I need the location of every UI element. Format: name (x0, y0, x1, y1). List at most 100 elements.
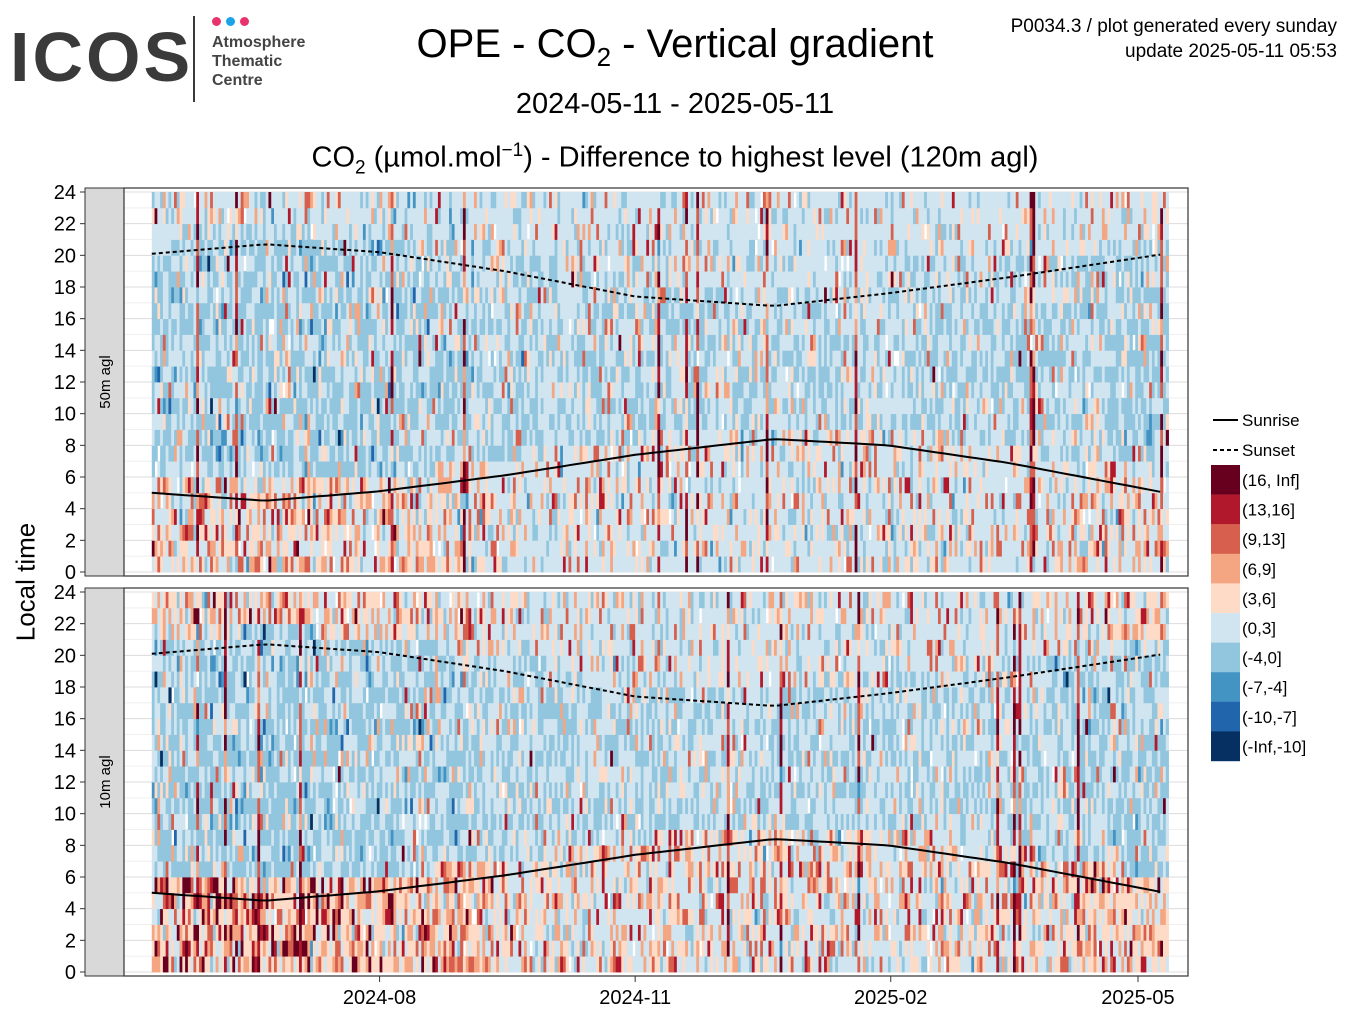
heatmap-cell (262, 287, 267, 304)
heatmap-cell (307, 382, 311, 399)
heatmap-cell (312, 302, 317, 320)
heatmap-cell (699, 334, 703, 351)
heatmap-cell (654, 239, 658, 256)
heatmap-cell (165, 287, 169, 304)
heatmap-cell (260, 350, 264, 367)
heatmap-cell (190, 287, 194, 304)
heatmap-cell (324, 413, 328, 430)
heatmap-cell (287, 271, 292, 288)
heatmap-cell (187, 492, 192, 510)
heatmap-cell (521, 207, 525, 225)
heatmap-cell (324, 397, 328, 415)
heatmap-cell (510, 445, 514, 462)
heatmap-cell (185, 477, 189, 494)
heatmap-cell (379, 382, 383, 399)
heatmap-cell (212, 477, 217, 494)
heatmap-cell (176, 302, 180, 320)
heatmap-cell (618, 429, 622, 446)
heatmap-cell (299, 508, 303, 525)
heatmap-cell (426, 350, 430, 367)
heatmap-cell (593, 223, 597, 240)
heatmap-cell (287, 413, 292, 430)
heatmap-cell (260, 461, 264, 478)
heatmap-cell (235, 192, 239, 209)
heatmap-cell (479, 508, 483, 525)
heatmap-cell (354, 223, 358, 240)
heatmap-cell (557, 207, 561, 225)
heatmap-cell (299, 492, 303, 510)
heatmap-cell (726, 556, 731, 573)
heatmap-cell (504, 413, 508, 430)
heatmap-cell (365, 334, 369, 351)
heatmap-cell (201, 192, 205, 209)
heatmap-cell (201, 524, 205, 541)
heatmap-cell (274, 492, 278, 510)
heatmap-cell (626, 540, 631, 557)
heatmap-cell (657, 382, 661, 399)
heatmap-cell (699, 255, 703, 272)
heatmap-cell (515, 382, 519, 399)
heatmap-cell (668, 477, 672, 494)
heatmap-cell (385, 318, 389, 335)
heatmap-cell (168, 255, 172, 272)
heatmap-cell (401, 461, 405, 478)
heatmap-cell (490, 397, 494, 415)
heatmap-cell (643, 192, 647, 209)
heatmap-cell (579, 192, 583, 209)
heatmap-cell (340, 508, 344, 525)
heatmap-cell (532, 492, 536, 510)
heatmap-cell (187, 397, 192, 415)
heatmap-cell (696, 524, 700, 541)
heatmap-cell (393, 413, 397, 430)
heatmap-cell (626, 461, 631, 478)
heatmap-cell (162, 413, 167, 430)
heatmap-cell (529, 302, 533, 320)
heatmap-cell (199, 334, 203, 351)
heatmap-cell (332, 302, 336, 320)
heatmap-cell (401, 429, 405, 446)
heatmap-cell (312, 223, 317, 240)
heatmap-cell (182, 318, 186, 335)
heatmap-cell (624, 255, 628, 272)
heatmap-cell (543, 477, 547, 494)
heatmap-cell (157, 413, 161, 430)
heatmap-cell (335, 255, 339, 272)
heatmap-cell (693, 382, 697, 399)
heatmap-cell (604, 540, 608, 557)
heatmap-cell (415, 397, 419, 415)
heatmap-cell (315, 556, 319, 573)
heatmap-cell (412, 350, 417, 367)
heatmap-cell (537, 366, 542, 383)
heatmap-cell (421, 445, 425, 462)
heatmap-cell (715, 477, 719, 494)
heatmap-cell (396, 271, 400, 288)
heatmap-cell (196, 223, 200, 240)
heatmap-cell (224, 192, 228, 209)
heatmap-cell (349, 207, 353, 225)
heatmap-cell (651, 366, 656, 383)
heatmap-cell (546, 366, 550, 383)
heatmap-cell (324, 477, 328, 494)
heatmap-cell (449, 524, 453, 541)
heatmap-cell (649, 192, 653, 209)
heatmap-cell (351, 192, 355, 209)
heatmap-cell (532, 207, 536, 225)
heatmap-cell (165, 413, 169, 430)
heatmap-cell (615, 271, 619, 288)
heatmap-cell (240, 334, 244, 351)
heatmap-cell (293, 223, 297, 240)
heatmap-cell (235, 302, 239, 320)
heatmap-cell (462, 255, 467, 272)
heatmap-cell (401, 287, 405, 304)
heatmap-cell (371, 397, 375, 415)
heatmap-cell (307, 445, 311, 462)
heatmap-cell (426, 192, 430, 209)
heatmap-cell (382, 461, 386, 478)
heatmap-cell (615, 461, 619, 478)
heatmap-cell (287, 540, 292, 557)
heatmap-cell (318, 192, 322, 209)
heatmap-cell (312, 271, 317, 288)
heatmap-cell (443, 239, 447, 256)
heatmap-cell (485, 223, 489, 240)
heatmap-cell (451, 302, 455, 320)
